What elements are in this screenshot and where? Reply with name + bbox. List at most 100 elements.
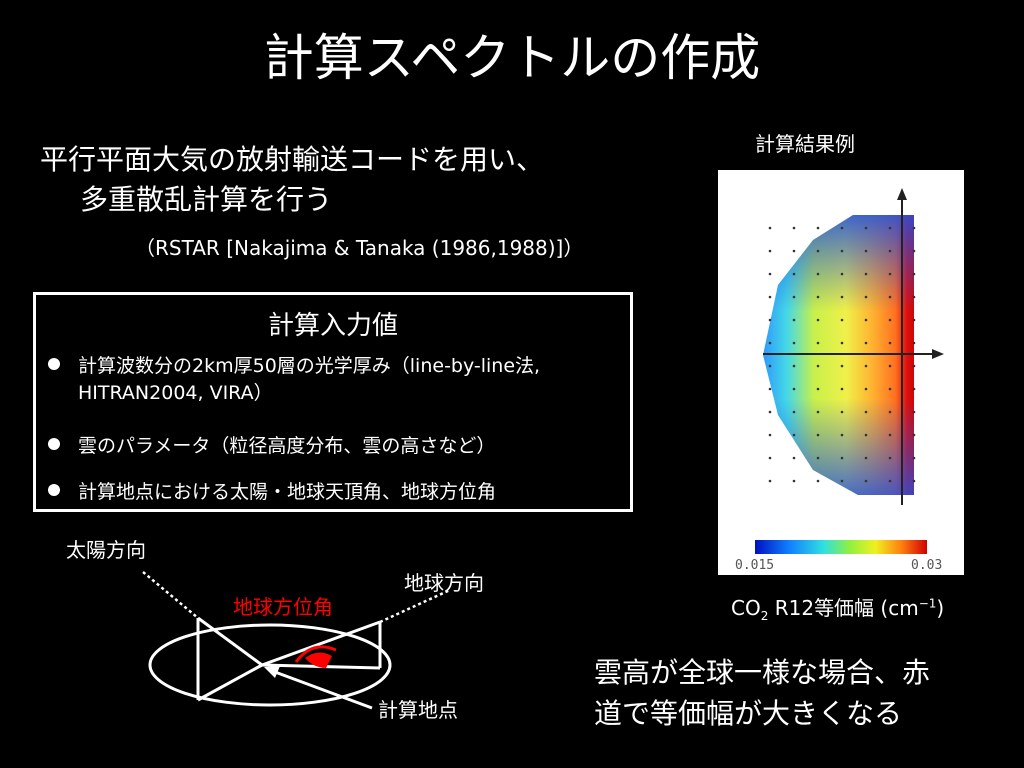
grid-dot xyxy=(864,433,868,437)
grid-dot xyxy=(768,272,772,276)
caption-subscript: 2 xyxy=(760,609,769,623)
grid-dot xyxy=(768,410,772,414)
slide-title: 計算スペクトルの作成 xyxy=(263,29,761,87)
earth-projection-line xyxy=(261,663,381,670)
colorbar-min-label: 0.015 xyxy=(735,558,775,573)
bullet-text: 雲のパラメータ（粒径高度分布、雲の高さなど） xyxy=(78,435,496,457)
grid-dot xyxy=(792,456,796,460)
earth-ray-line xyxy=(261,620,381,667)
grid-dot xyxy=(888,249,892,253)
grid-dot xyxy=(864,318,868,322)
caption-main: R12等価幅 (cm xyxy=(768,596,919,620)
bullet-dot-icon xyxy=(48,358,60,370)
grid-dot xyxy=(816,364,820,368)
grid-dot xyxy=(912,479,916,483)
grid-dot xyxy=(792,318,796,322)
conclusion-line2: 道で等価幅が大きくなる xyxy=(594,697,903,730)
grid-dot xyxy=(840,318,844,322)
lead-text-line1: 平行平面大気の放射輸送コードを用い、 xyxy=(40,143,545,176)
grid-dot xyxy=(840,249,844,253)
grid-dot xyxy=(792,272,796,276)
grid-dot xyxy=(792,387,796,391)
grid-dot xyxy=(888,433,892,437)
grid-dot xyxy=(864,387,868,391)
grid-dot xyxy=(840,433,844,437)
grid-dot xyxy=(840,364,844,368)
azimuth-arc xyxy=(294,645,337,663)
grid-dot xyxy=(768,433,772,437)
grid-dot xyxy=(792,410,796,414)
grid-dot xyxy=(840,272,844,276)
grid-dot xyxy=(768,249,772,253)
grid-dot xyxy=(888,318,892,322)
grid-dot xyxy=(840,295,844,299)
grid-dot xyxy=(768,456,772,460)
bullet-text: 計算地点における太陽・地球天頂角、地球方位角 xyxy=(78,481,497,503)
earth-direction-label: 地球方向 xyxy=(404,571,484,595)
grid-dot xyxy=(768,295,772,299)
co2-caption: CO2 R12等価幅 (cm−1) xyxy=(731,592,944,623)
calc-point-pointer-line xyxy=(274,670,373,710)
grid-dot xyxy=(768,318,772,322)
input-values-box: 計算入力値 計算波数分の2km厚50層の光学厚み（line-by-line法, … xyxy=(33,292,633,512)
grid-dot xyxy=(768,341,772,345)
grid-dot xyxy=(912,387,916,391)
conclusion-line1: 雲高が全球一様な場合、赤 xyxy=(594,656,931,689)
grid-dot xyxy=(888,341,892,345)
grid-dot xyxy=(864,364,868,368)
grid-dot xyxy=(768,226,772,230)
grid-dot xyxy=(888,410,892,414)
grid-dot xyxy=(816,410,820,414)
grid-dot xyxy=(912,341,916,345)
grid-dot xyxy=(912,364,916,368)
azimuth-angle-mark xyxy=(305,652,332,668)
result-plot-panel: 0.015 0.03 xyxy=(718,170,964,575)
grid-dot xyxy=(888,456,892,460)
grid-dot xyxy=(840,479,844,483)
grid-dot xyxy=(864,479,868,483)
grid-dot xyxy=(912,433,916,437)
grid-dot xyxy=(792,341,796,345)
grid-dot xyxy=(864,249,868,253)
equivalent-width-map xyxy=(755,188,944,554)
grid-dot xyxy=(816,387,820,391)
grid-dot xyxy=(888,364,892,368)
grid-dot xyxy=(888,272,892,276)
grid-dot xyxy=(912,272,916,276)
grid-dot xyxy=(768,387,772,391)
grid-dot xyxy=(912,249,916,253)
sun-direction-dotted-line xyxy=(142,571,199,619)
grid-dot xyxy=(912,410,916,414)
caption-prefix: CO xyxy=(731,596,761,620)
grid-dot xyxy=(840,226,844,230)
grid-dot xyxy=(792,479,796,483)
grid-dot xyxy=(864,456,868,460)
grid-dot xyxy=(816,226,820,230)
grid-dot xyxy=(816,341,820,345)
grid-dot xyxy=(864,226,868,230)
sun-direction-label: 太陽方向 xyxy=(66,538,146,562)
bullet-item: 計算波数分の2km厚50層の光学厚み（line-by-line法, HITRAN… xyxy=(48,353,628,407)
lead-text-line2: 多重散乱計算を行う xyxy=(80,183,333,216)
grid-dot xyxy=(864,410,868,414)
grid-dot xyxy=(912,318,916,322)
grid-dot xyxy=(864,272,868,276)
grid-dot xyxy=(912,226,916,230)
grid-dot xyxy=(816,295,820,299)
sun-projection-line xyxy=(197,663,263,702)
vertical-axis-arrow-icon xyxy=(897,188,907,200)
grid-dot xyxy=(816,318,820,322)
grid-dot xyxy=(792,433,796,437)
grid-dots xyxy=(768,226,916,483)
bullet-item: 計算地点における太陽・地球天頂角、地球方位角 xyxy=(48,479,628,506)
earth-azimuth-label: 地球方位角 xyxy=(233,595,333,619)
grid-dot xyxy=(864,295,868,299)
grid-dot xyxy=(888,387,892,391)
grid-dot xyxy=(888,295,892,299)
grid-dot xyxy=(840,410,844,414)
calc-point-arrow-icon xyxy=(264,666,280,678)
grid-dot xyxy=(792,249,796,253)
calc-point-label: 計算地点 xyxy=(378,698,458,722)
grid-dot xyxy=(816,479,820,483)
bullet-item: 雲のパラメータ（粒径高度分布、雲の高さなど） xyxy=(48,433,628,460)
